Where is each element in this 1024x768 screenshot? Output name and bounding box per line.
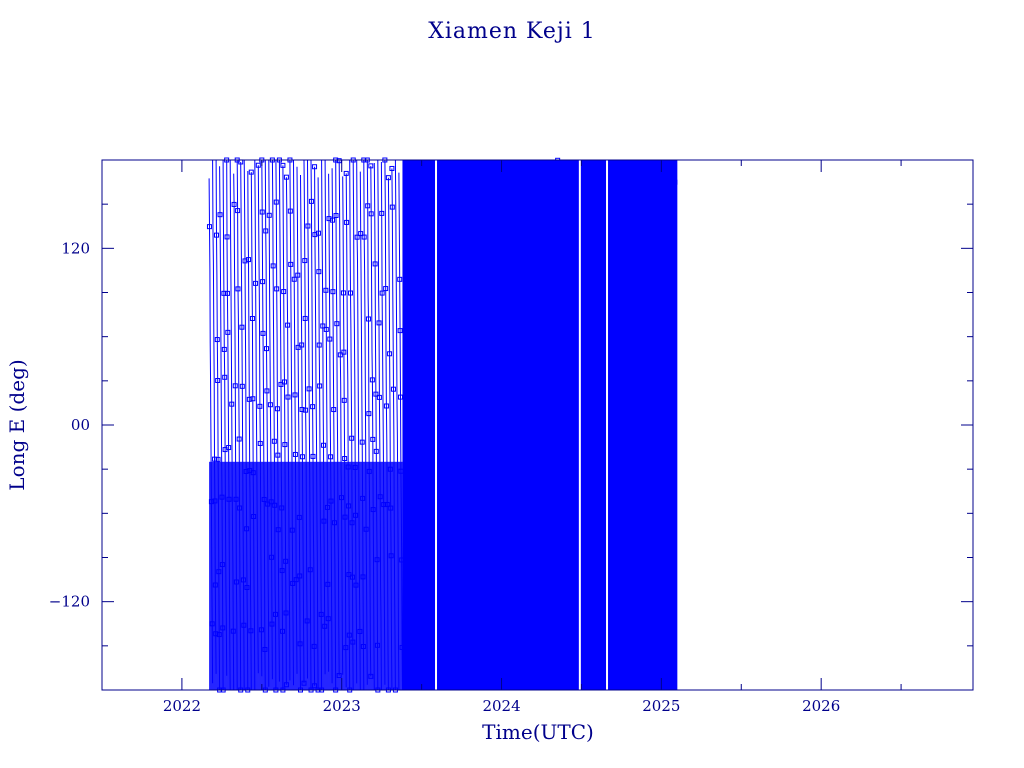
data-point xyxy=(524,221,530,227)
ticks-layer: 2022 2023 2024 2025 2026 −120 00 120 xyxy=(49,160,973,715)
data-point xyxy=(659,243,665,249)
data-point xyxy=(515,217,521,223)
data-point xyxy=(430,230,436,236)
y-tick-label: 120 xyxy=(61,239,90,257)
data-point xyxy=(619,205,625,211)
data-point xyxy=(669,175,675,181)
data-point xyxy=(519,237,525,243)
y-axis-label: Long E (deg) xyxy=(5,359,29,490)
data-point xyxy=(428,195,434,201)
x-tick-label: 2022 xyxy=(163,697,201,715)
data-point xyxy=(525,201,531,207)
data-point xyxy=(547,198,553,204)
data-point xyxy=(666,195,672,201)
data-point xyxy=(472,208,478,214)
data-point xyxy=(668,216,674,222)
data-point xyxy=(497,191,503,197)
data-series-line xyxy=(208,159,403,691)
data-point xyxy=(643,168,649,174)
data-layer xyxy=(206,157,678,693)
x-tick-label: 2026 xyxy=(802,697,840,715)
data-point xyxy=(609,182,615,188)
data-series-band xyxy=(209,461,403,690)
data-point xyxy=(528,196,534,202)
data-point xyxy=(538,185,544,191)
data-point xyxy=(505,176,511,182)
data-point xyxy=(536,160,542,166)
x-tick-label: 2025 xyxy=(642,697,680,715)
data-point xyxy=(511,210,517,216)
data-series-fill xyxy=(402,160,678,690)
data-point xyxy=(464,228,470,234)
x-tick-label: 2024 xyxy=(482,697,520,715)
y-tick-label: −120 xyxy=(49,593,90,611)
chart-title: Xiamen Keji 1 xyxy=(428,19,596,44)
data-point xyxy=(502,206,508,212)
data-point xyxy=(536,224,542,230)
y-tick-label: 00 xyxy=(71,416,90,434)
x-tick-label: 2023 xyxy=(323,697,361,715)
data-point xyxy=(439,237,445,243)
data-point xyxy=(495,185,501,191)
data-point xyxy=(471,235,477,241)
data-point xyxy=(408,201,414,207)
x-axis-label: Time(UTC) xyxy=(482,720,594,744)
data-point xyxy=(635,170,641,176)
data-point xyxy=(463,202,469,208)
data-point xyxy=(634,174,640,180)
data-point xyxy=(537,161,543,167)
data-point xyxy=(630,205,636,211)
